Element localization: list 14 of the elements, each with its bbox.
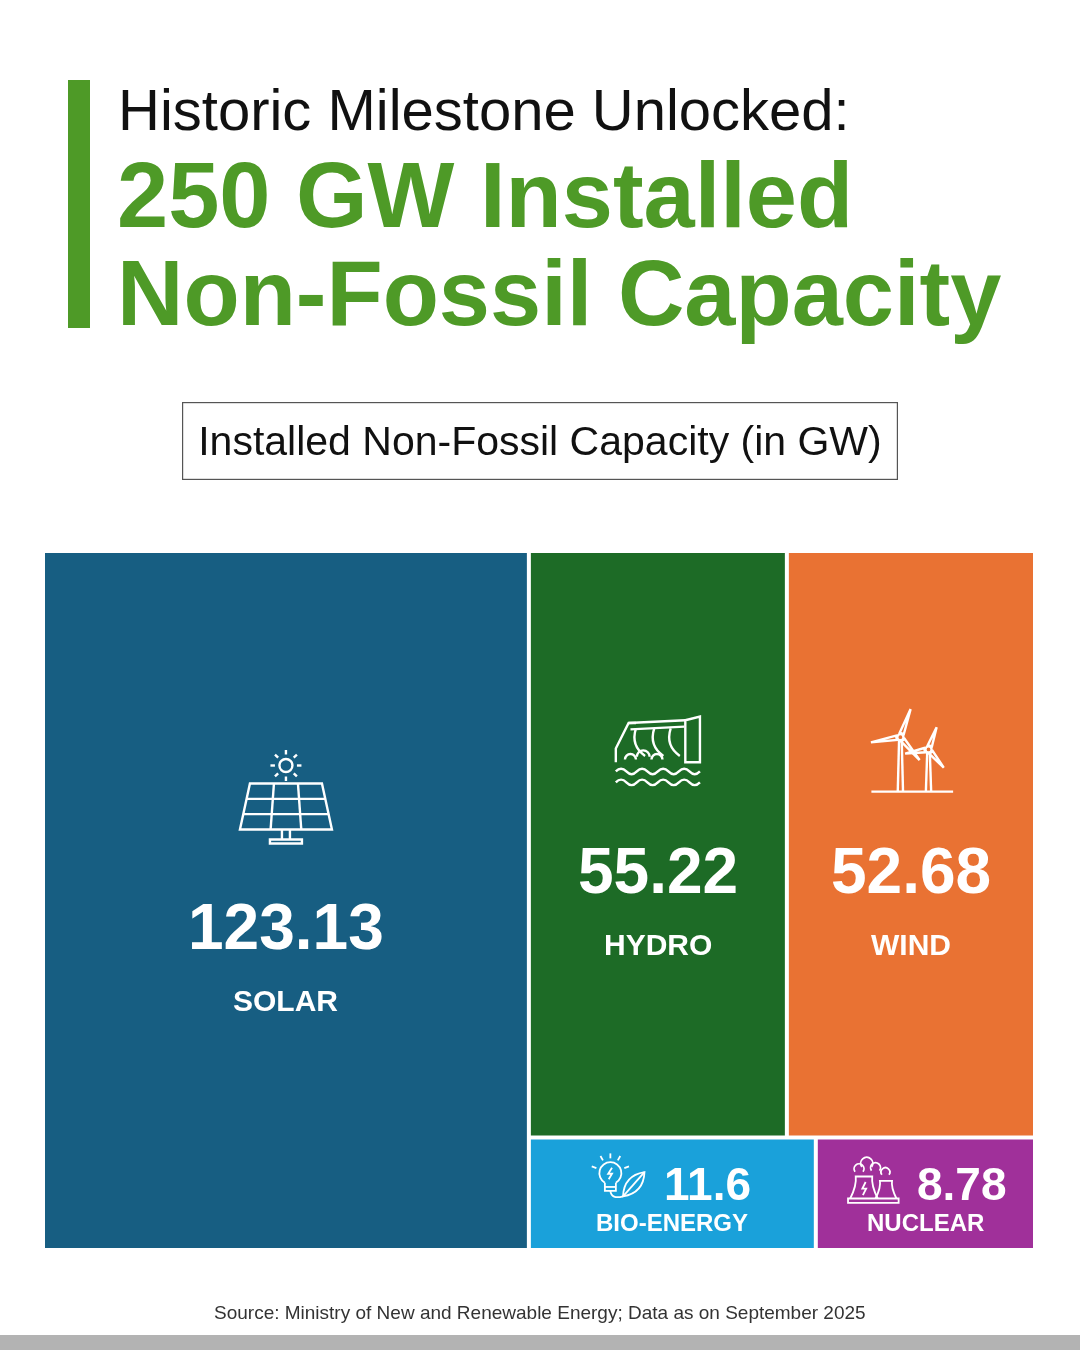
data-label: 11.6 <box>664 1158 751 1210</box>
data-label: 123.13 <box>188 891 384 963</box>
category-label: HYDRO <box>604 928 713 961</box>
category-label: NUCLEAR <box>867 1209 985 1236</box>
category-label: SOLAR <box>233 984 339 1017</box>
text: Installed Non-Fossil Capacity (in GW) <box>198 418 882 465</box>
category-label: WIND <box>871 928 951 961</box>
source-note: Source: Ministry of New and Renewable Energy; Data as on September 2025 <box>214 1302 866 1323</box>
data-label: 8.78 <box>917 1158 1007 1210</box>
text: 250 GW Installed Non-Fossil Capacity <box>117 144 1002 344</box>
data-label: 55.22 <box>578 835 739 907</box>
text: Historic Milestone Unlocked: <box>118 77 850 143</box>
category-label: BIO-ENERGY <box>596 1209 749 1236</box>
data-label: 52.68 <box>831 835 992 907</box>
